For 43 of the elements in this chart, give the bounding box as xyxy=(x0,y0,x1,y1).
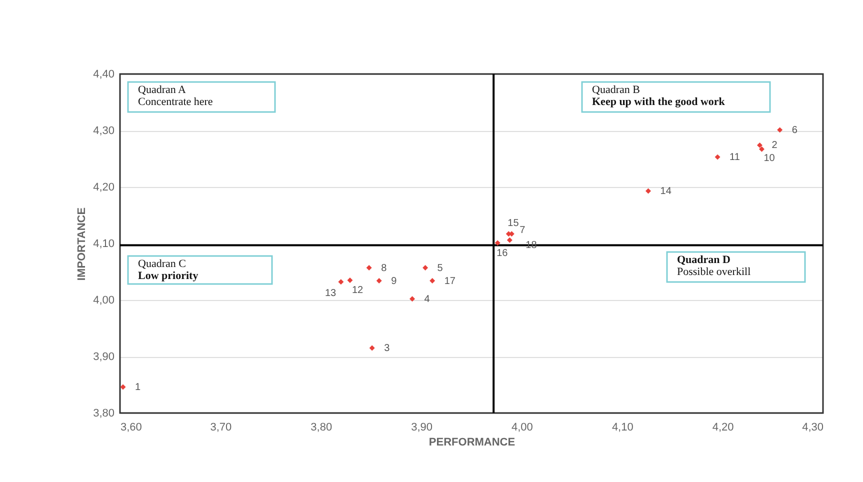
annotation: 1 xyxy=(135,382,142,394)
annotation: 16 xyxy=(496,248,508,259)
annotation: 6 xyxy=(792,124,798,136)
annotation: 15 xyxy=(508,218,520,229)
annotation: 3 xyxy=(384,343,390,354)
x-tick-label: 4,30 xyxy=(802,422,824,434)
annotation: 5 xyxy=(437,262,444,274)
annotation: 11 xyxy=(730,152,740,164)
x-tick-label: 4,10 xyxy=(612,422,634,434)
annotation: 17 xyxy=(444,276,456,287)
annotation: Low priority xyxy=(138,270,199,282)
annotation: Quadran B xyxy=(592,84,640,96)
annotation: 18 xyxy=(526,240,538,252)
annotation: 9 xyxy=(391,276,398,287)
annotation: 13 xyxy=(324,288,337,299)
annotation: Concentrate here xyxy=(138,96,213,108)
annotation: Quadran A xyxy=(138,84,186,96)
y-axis-title: IMPORTANCE xyxy=(76,207,88,281)
y-tick-label: 3,80 xyxy=(93,408,114,420)
annotation: Possible overkill xyxy=(677,266,751,278)
annotation: 10 xyxy=(764,153,776,164)
y-tick-label: 4,00 xyxy=(93,294,114,306)
y-tick-label: 4,10 xyxy=(93,238,114,250)
y-tick-label: 4,30 xyxy=(93,125,114,137)
x-tick-label: 3,90 xyxy=(411,422,432,434)
x-tick-label: 3,80 xyxy=(310,422,332,434)
x-tick-label: 3,60 xyxy=(120,422,142,434)
x-tick-label: 4,00 xyxy=(512,422,533,434)
annotation: Quadran C xyxy=(138,258,186,270)
annotation: 12 xyxy=(352,285,364,296)
x-axis-title: PERFORMANCE xyxy=(428,436,516,448)
annotation: Quadran D xyxy=(677,254,731,266)
x-tick-label: 3,70 xyxy=(210,422,232,434)
annotation: 7 xyxy=(520,224,526,236)
annotation: 4 xyxy=(424,294,430,305)
annotation: 14 xyxy=(660,186,672,197)
y-tick-label: 4,20 xyxy=(93,182,114,194)
y-tick-label: 4,40 xyxy=(93,68,114,80)
x-tick-label: 4,20 xyxy=(712,422,734,434)
annotation: Keep up with the good work xyxy=(592,96,726,108)
annotation: 2 xyxy=(772,140,778,152)
annotation: 8 xyxy=(381,262,388,274)
y-tick-label: 3,90 xyxy=(93,351,114,363)
